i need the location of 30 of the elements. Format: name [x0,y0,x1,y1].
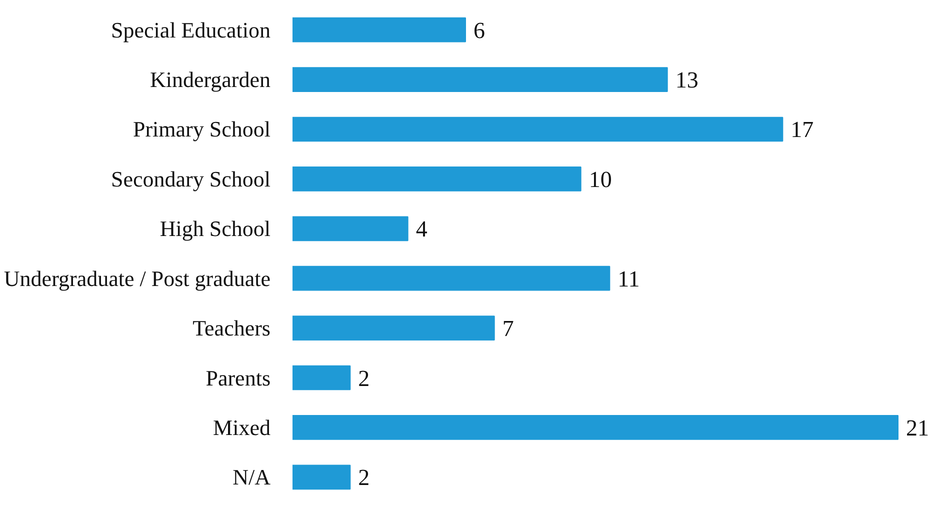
bar [292,166,582,192]
data-label: 13 [675,68,698,93]
data-label: 2 [358,366,370,391]
bar [292,116,784,142]
data-label: 11 [618,266,640,292]
bar [292,67,668,92]
y-tick-label: Mixed [213,414,271,440]
data-label: 2 [358,465,370,490]
bar [292,415,899,440]
bar [292,266,610,291]
y-tick-label: N/A [232,464,271,490]
bar [292,316,495,340]
bar [292,464,351,490]
data-label: 10 [588,166,612,192]
bar [292,365,351,390]
y-tick-label: High School [160,216,271,242]
data-label: 17 [790,117,814,142]
data-label: 21 [906,415,930,440]
data-label: 6 [474,18,485,43]
bar [292,216,408,242]
y-tick-label: Kindergarden [150,67,271,92]
y-tick-label: Parents [206,365,270,390]
y-tick-label: Special Education [111,17,271,42]
data-label: 4 [416,216,428,242]
bar [292,17,466,42]
data-label: 7 [502,316,514,342]
y-tick-label: Undergraduate / Post graduate [4,266,271,291]
y-tick-label: Teachers [192,316,271,341]
y-tick-label: Primary School [133,116,271,142]
y-tick-label: Secondary School [111,166,270,192]
